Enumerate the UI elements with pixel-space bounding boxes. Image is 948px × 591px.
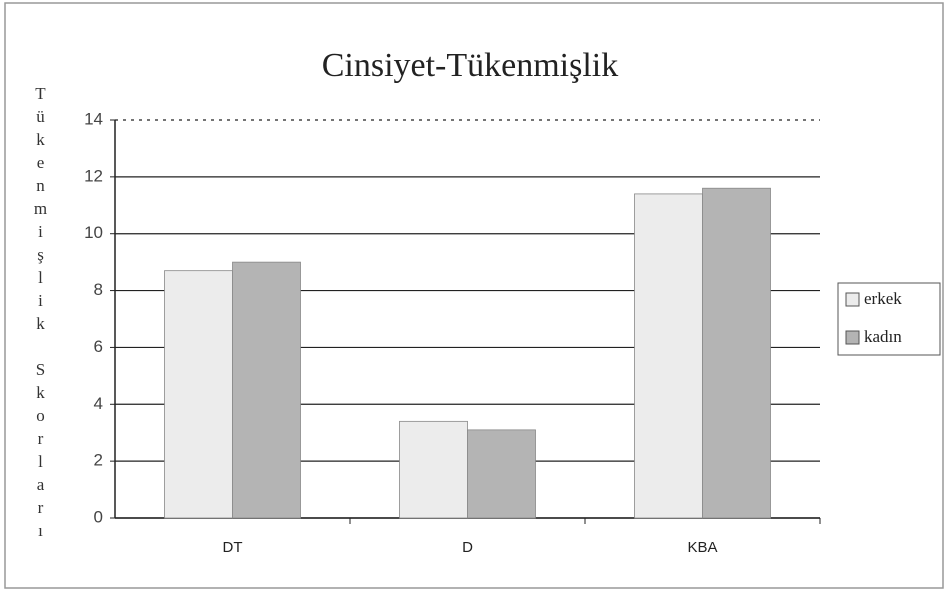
bar (702, 187, 771, 519)
bar (232, 261, 301, 519)
y-axis-label: Tükenmişlik Skorları (31, 84, 50, 544)
frame (4, 2, 944, 589)
bar (399, 420, 468, 519)
x-tick-label: DT (223, 539, 243, 556)
y-tick-label: 0 (94, 507, 103, 526)
y-tick-label: 8 (94, 280, 103, 299)
y-tick-label: 12 (84, 166, 103, 185)
chart-title: Cinsiyet-Tükenmişlik (322, 47, 619, 84)
y-tick-label: 6 (94, 337, 103, 356)
bar (467, 429, 536, 519)
y-tick-label: 4 (94, 394, 103, 413)
x-tick-label: D (462, 539, 473, 556)
legend-label: erkek (864, 289, 902, 308)
x-tick-label: KBA (687, 539, 717, 556)
legend-label: kadın (864, 327, 902, 346)
bar (164, 270, 233, 519)
bar (634, 193, 703, 519)
legend-swatch (845, 330, 860, 345)
y-tick-label: 14 (84, 109, 103, 128)
y-tick-label: 2 (94, 451, 103, 470)
legend-swatch (845, 292, 860, 307)
y-tick-label: 10 (84, 223, 103, 242)
